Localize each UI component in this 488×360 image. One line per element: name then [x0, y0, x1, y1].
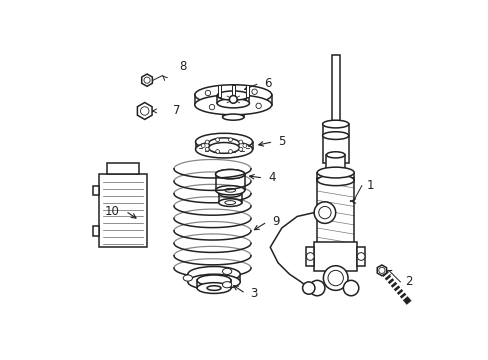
Bar: [99, 174, 147, 247]
Bar: [245, 85, 248, 97]
Bar: [313, 242, 357, 271]
Ellipse shape: [317, 175, 353, 186]
Ellipse shape: [195, 141, 252, 158]
Bar: [322, 124, 348, 163]
Ellipse shape: [326, 170, 344, 176]
Bar: [331, 55, 339, 136]
Bar: [231, 85, 234, 97]
Ellipse shape: [187, 274, 240, 289]
Circle shape: [205, 147, 209, 151]
Circle shape: [239, 140, 243, 144]
Circle shape: [239, 147, 243, 151]
Ellipse shape: [215, 186, 244, 195]
Bar: [326, 155, 344, 174]
Bar: [93, 186, 99, 195]
Ellipse shape: [197, 283, 230, 293]
Ellipse shape: [218, 199, 241, 206]
Circle shape: [302, 282, 314, 294]
Circle shape: [255, 103, 261, 108]
Ellipse shape: [326, 152, 344, 158]
Ellipse shape: [195, 133, 252, 150]
Ellipse shape: [215, 170, 244, 179]
Circle shape: [228, 149, 232, 153]
Circle shape: [357, 253, 364, 260]
Polygon shape: [142, 74, 152, 86]
Ellipse shape: [187, 266, 240, 282]
Ellipse shape: [217, 91, 249, 100]
Ellipse shape: [194, 85, 271, 105]
Ellipse shape: [222, 114, 244, 120]
Circle shape: [229, 95, 237, 103]
Ellipse shape: [194, 95, 271, 115]
Bar: [218, 85, 221, 97]
Text: 8: 8: [179, 60, 186, 73]
Circle shape: [215, 149, 219, 153]
Circle shape: [205, 90, 210, 96]
Ellipse shape: [217, 99, 249, 108]
Bar: [107, 163, 139, 174]
Ellipse shape: [222, 268, 231, 274]
Circle shape: [243, 144, 246, 148]
Ellipse shape: [208, 138, 239, 149]
Ellipse shape: [208, 143, 239, 153]
Ellipse shape: [322, 120, 348, 128]
Text: 4: 4: [267, 171, 275, 184]
Bar: [306, 247, 313, 266]
Circle shape: [343, 280, 358, 296]
Ellipse shape: [197, 275, 230, 286]
Circle shape: [323, 266, 347, 291]
Ellipse shape: [215, 170, 244, 179]
Circle shape: [306, 253, 313, 260]
Bar: [93, 226, 99, 236]
Circle shape: [201, 144, 205, 148]
Circle shape: [228, 138, 232, 142]
Circle shape: [327, 270, 343, 286]
Text: 6: 6: [264, 77, 271, 90]
Text: 5: 5: [277, 135, 285, 148]
Ellipse shape: [222, 282, 231, 288]
Bar: [357, 247, 364, 266]
Circle shape: [205, 140, 209, 144]
Bar: [222, 105, 244, 117]
Polygon shape: [137, 103, 152, 120]
Ellipse shape: [317, 167, 353, 178]
Ellipse shape: [322, 132, 348, 139]
Text: 7: 7: [173, 104, 181, 117]
Text: 1: 1: [366, 179, 373, 192]
Circle shape: [251, 89, 257, 94]
Text: 10: 10: [104, 204, 119, 217]
Circle shape: [209, 104, 214, 110]
Text: 2: 2: [404, 275, 412, 288]
Circle shape: [313, 202, 335, 223]
Text: 3: 3: [250, 287, 257, 300]
Text: 9: 9: [271, 215, 279, 228]
Ellipse shape: [183, 275, 192, 281]
Circle shape: [318, 206, 330, 219]
Polygon shape: [376, 265, 386, 276]
Ellipse shape: [207, 286, 221, 291]
Ellipse shape: [218, 189, 241, 197]
Circle shape: [309, 280, 324, 296]
Circle shape: [215, 138, 219, 142]
Bar: [317, 178, 353, 243]
